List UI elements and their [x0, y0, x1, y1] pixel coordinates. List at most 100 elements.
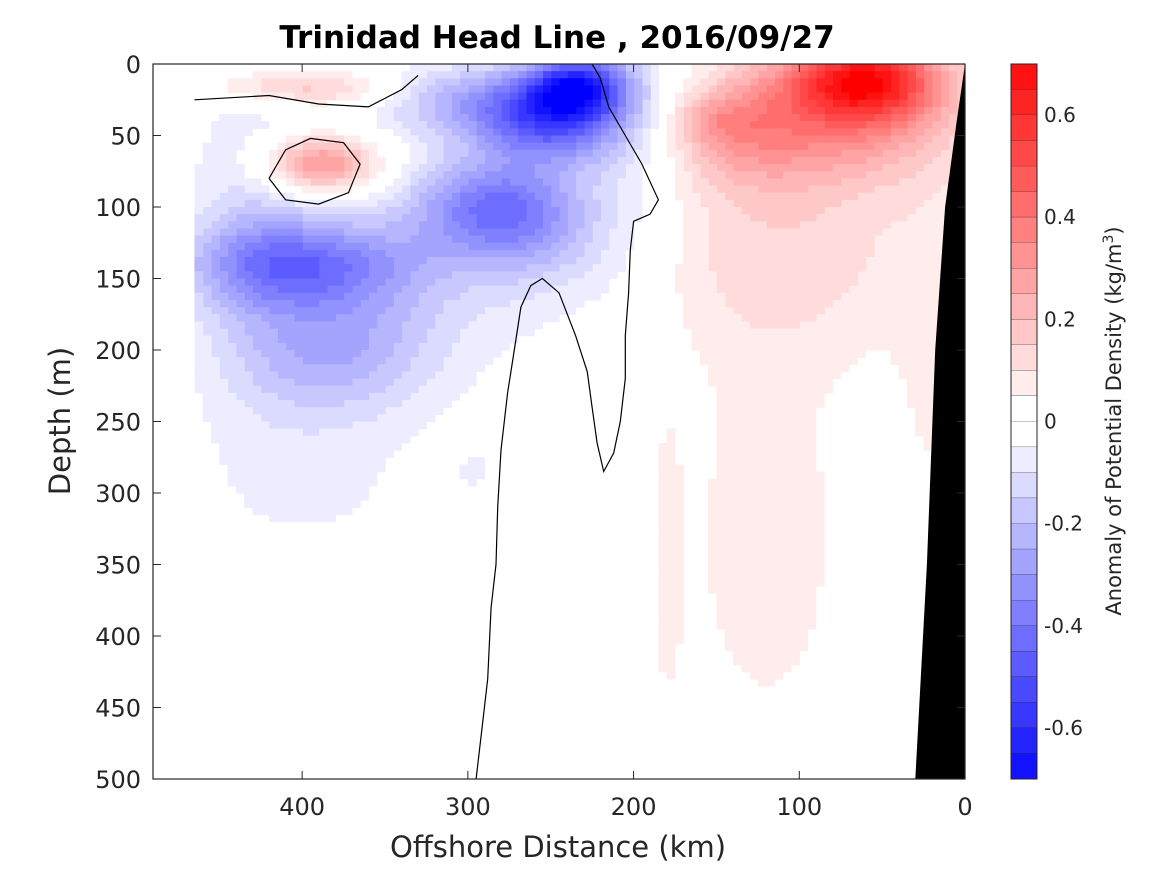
field-cell: [277, 314, 287, 322]
field-cell: [741, 299, 751, 308]
field-cell: [840, 328, 850, 337]
y-tick-label: 250: [95, 409, 141, 437]
field-cell: [368, 392, 378, 401]
field-cell: [699, 228, 709, 237]
field-cell: [807, 214, 817, 222]
field-cell: [799, 142, 809, 151]
field-cell: [542, 185, 552, 194]
field-cell: [666, 600, 676, 608]
field-cell: [559, 271, 568, 280]
field-cell: [525, 64, 535, 72]
field-cell: [459, 121, 469, 129]
field-cell: [443, 106, 452, 115]
field-cell: [757, 364, 767, 373]
field-cell: [244, 407, 254, 415]
field-cell: [849, 121, 858, 129]
field-cell: [832, 185, 842, 194]
field-cell: [807, 92, 817, 101]
field-cell: [940, 164, 950, 172]
field-cell: [269, 314, 278, 322]
field-cell: [351, 207, 361, 215]
field-cell: [443, 350, 452, 358]
field-cell: [849, 164, 858, 172]
field-cell: [202, 185, 212, 194]
field-cell: [269, 242, 278, 251]
field-cell: [824, 71, 834, 79]
field-cell: [799, 314, 809, 322]
field-cell: [343, 385, 353, 394]
field-cell: [741, 578, 751, 587]
field-cell: [343, 249, 353, 258]
field-cell: [733, 314, 742, 322]
field-cell: [815, 135, 825, 144]
field-cell: [749, 171, 759, 179]
field-cell: [741, 514, 751, 523]
field-cell: [592, 242, 602, 251]
field-cell: [699, 192, 709, 201]
field-cell: [857, 128, 867, 137]
field-cell: [550, 299, 560, 308]
field-cell: [260, 442, 270, 451]
field-cell: [931, 64, 941, 72]
field-cell: [310, 450, 320, 458]
field-cell: [583, 114, 593, 122]
field-cell: [782, 128, 792, 137]
field-cell: [302, 164, 312, 172]
field-cell: [318, 264, 328, 272]
field-cell: [824, 257, 834, 265]
field-cell: [418, 299, 428, 308]
field-cell: [434, 235, 444, 244]
field-cell: [343, 400, 353, 408]
field-cell: [716, 128, 726, 137]
field-cell: [393, 257, 403, 265]
field-cell: [310, 478, 320, 487]
field-cell: [666, 500, 676, 508]
field-cell: [318, 278, 328, 287]
field-cell: [443, 192, 452, 201]
field-cell: [194, 328, 204, 337]
field-cell: [857, 350, 867, 358]
field-cell: [625, 78, 635, 87]
field-cell: [708, 528, 718, 537]
field-cell: [509, 278, 519, 287]
field-cell: [650, 78, 660, 87]
field-cell: [799, 450, 809, 458]
field-cell: [799, 278, 809, 287]
field-cell: [774, 307, 784, 315]
field-cell: [799, 228, 809, 237]
field-cell: [691, 314, 701, 322]
field-cell: [617, 92, 626, 101]
field-cell: [898, 364, 908, 373]
field-cell: [575, 71, 585, 79]
field-cell: [633, 199, 643, 208]
field-cell: [385, 214, 394, 222]
field-cell: [550, 156, 560, 165]
field-cell: [617, 71, 626, 79]
field-cell: [774, 214, 784, 222]
field-cell: [749, 664, 759, 673]
field-cell: [724, 185, 734, 194]
field-cell: [849, 342, 858, 351]
field-cell: [277, 307, 287, 315]
field-cell: [658, 514, 668, 523]
field-cell: [525, 242, 535, 251]
field-cell: [857, 328, 867, 337]
field-cell: [343, 314, 353, 322]
field-cell: [600, 235, 610, 244]
field-cell: [766, 249, 776, 258]
field-cell: [235, 421, 245, 430]
field-cell: [426, 242, 436, 251]
field-cell: [401, 378, 411, 387]
field-cell: [757, 485, 767, 494]
field-cell: [890, 164, 900, 172]
field-cell: [923, 364, 933, 373]
field-cell: [327, 507, 336, 516]
field-cell: [733, 514, 742, 523]
field-cell: [733, 149, 742, 158]
field-cell: [227, 271, 237, 280]
field-cell: [683, 228, 693, 237]
field-cell: [285, 357, 295, 365]
field-cell: [393, 271, 403, 280]
field-cell: [476, 64, 486, 72]
field-cell: [675, 507, 684, 516]
